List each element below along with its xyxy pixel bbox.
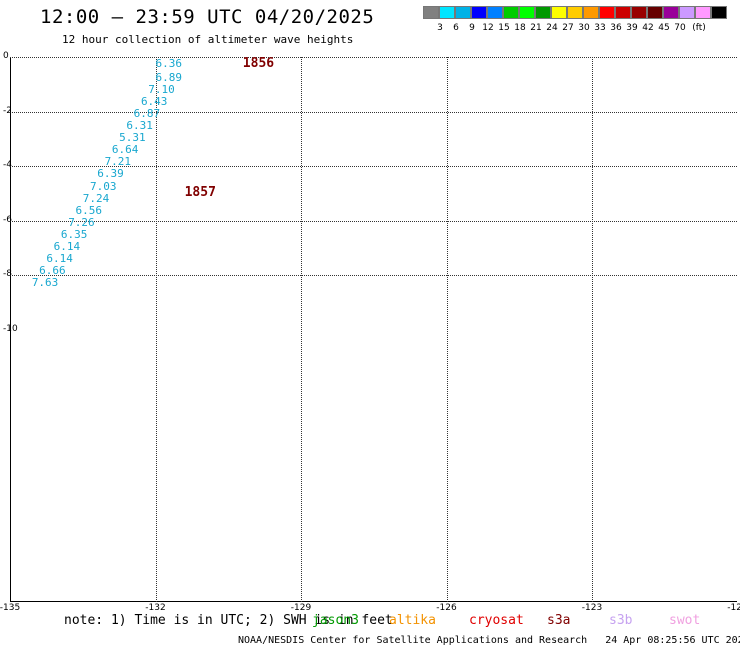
color-swatch — [439, 6, 455, 19]
color-scale-label: 21 — [530, 23, 542, 33]
pass-time-label: 1856 — [242, 56, 275, 72]
color-scale-label: 9 — [469, 23, 475, 33]
grid-line-latitude — [10, 166, 737, 167]
color-swatch — [631, 6, 647, 19]
color-swatch — [679, 6, 695, 19]
satellite-legend-item: s3a — [547, 613, 571, 628]
grid-line-longitude — [301, 57, 302, 602]
latitude-tick-label: 0 — [3, 51, 9, 61]
color-swatch — [647, 6, 663, 19]
latitude-tick-label: -4 — [3, 160, 12, 170]
longitude-tick-label: -135 — [0, 603, 21, 613]
wave-height-value: 7.24 — [82, 191, 110, 205]
color-swatch — [423, 6, 439, 19]
color-scale-label: 3 — [437, 23, 443, 33]
grid-line-latitude — [10, 275, 737, 276]
longitude-tick-label: -120 — [727, 603, 740, 613]
color-swatch — [503, 6, 519, 19]
latitude-tick-label: -6 — [3, 214, 12, 225]
latitude-tick-label: -10 — [3, 323, 18, 334]
wave-height-value: 7.03 — [90, 179, 117, 193]
wave-height-value: 7.26 — [68, 215, 95, 229]
color-swatch — [535, 6, 551, 19]
satellite-legend-item: swot — [669, 613, 701, 628]
color-swatch — [487, 6, 503, 19]
color-swatch — [583, 6, 599, 19]
color-scale-label: 18 — [514, 23, 526, 33]
color-scale-label: 39 — [626, 23, 638, 33]
grid-line-longitude — [592, 57, 593, 602]
color-scale-label: 33 — [594, 23, 606, 33]
color-scale-label: 12 — [482, 23, 494, 33]
grid-line-latitude — [10, 111, 737, 113]
color-swatch — [567, 6, 583, 19]
color-swatch — [455, 6, 471, 19]
footer: NOAA/NESDIS Center for Satellite Applica… — [238, 635, 740, 646]
color-scale-label: 45 — [658, 23, 670, 33]
longitude-tick-label: -126 — [436, 603, 457, 613]
color-scale-label: 36 — [610, 23, 622, 33]
longitude-tick-label: -132 — [145, 603, 166, 613]
grid-line-latitude — [10, 220, 737, 222]
wave-height-value: 7.21 — [104, 155, 132, 169]
color-scale-label: 15 — [498, 23, 510, 33]
satellite-legend-item: altika — [389, 613, 436, 628]
wave-height-value: 6.36 — [155, 57, 183, 71]
color-swatch — [519, 6, 535, 19]
longitude-tick-label: -129 — [290, 603, 312, 613]
color-swatch — [711, 6, 727, 19]
grid-line-latitude — [10, 57, 737, 58]
wave-height-value: 6.89 — [155, 70, 183, 84]
wave-height-value: 6.87 — [133, 106, 161, 120]
wave-height-value: 6.31 — [126, 119, 153, 133]
grid-line-longitude — [155, 57, 157, 602]
page-title: 12:00 — 23:59 UTC 04/20/2025 — [40, 6, 375, 28]
color-scale-unit: (ft) — [692, 23, 706, 33]
wave-height-value: 6.43 — [140, 94, 168, 108]
map-frame — [10, 57, 737, 602]
pass-time-label: 1857 — [184, 184, 216, 200]
wave-height-value: 6.64 — [111, 143, 139, 157]
color-swatch — [615, 6, 631, 19]
color-swatch — [471, 6, 487, 19]
color-scale-label: 24 — [546, 23, 558, 33]
wave-height-value: 6.56 — [75, 203, 102, 217]
wave-height-value: 6.35 — [60, 227, 88, 241]
color-scale-label: 42 — [642, 23, 654, 33]
latitude-tick-label: -2 — [3, 105, 12, 116]
footer-timestamp: 24 Apr 08:25:56 UTC 2025 — [605, 635, 740, 646]
grid-line-longitude — [446, 57, 448, 602]
wave-height-value: 6.66 — [39, 264, 66, 278]
wave-height-value: 6.39 — [97, 167, 124, 181]
color-swatch — [695, 6, 711, 19]
wave-height-value: 5.31 — [119, 131, 146, 145]
page-subtitle: 12 hour collection of altimeter wave hei… — [62, 33, 354, 46]
satellite-legend-item: s3b — [609, 613, 633, 628]
color-swatch — [599, 6, 615, 19]
color-swatch — [663, 6, 679, 19]
wave-height-value: 7.63 — [31, 276, 59, 290]
color-scale-label: 27 — [562, 23, 574, 33]
satellite-legend-item: jason3 — [312, 613, 359, 628]
color-scale-label: 30 — [578, 23, 590, 33]
color-scale-label: 70 — [674, 23, 686, 33]
latitude-tick-label: -8 — [3, 269, 12, 279]
footer-credit: NOAA/NESDIS Center for Satellite Applica… — [238, 635, 588, 646]
color-swatch — [551, 6, 567, 19]
color-scale-label: 6 — [453, 23, 459, 33]
satellite-legend-item: cryosat — [469, 613, 524, 628]
longitude-tick-label: -123 — [581, 603, 603, 613]
wave-height-value: 7.10 — [148, 82, 175, 96]
wave-height-value: 6.14 — [46, 252, 73, 266]
wave-height-value: 6.14 — [53, 240, 81, 254]
units-note: note: 1) Time is in UTC; 2) SWH is in fe… — [64, 613, 393, 628]
